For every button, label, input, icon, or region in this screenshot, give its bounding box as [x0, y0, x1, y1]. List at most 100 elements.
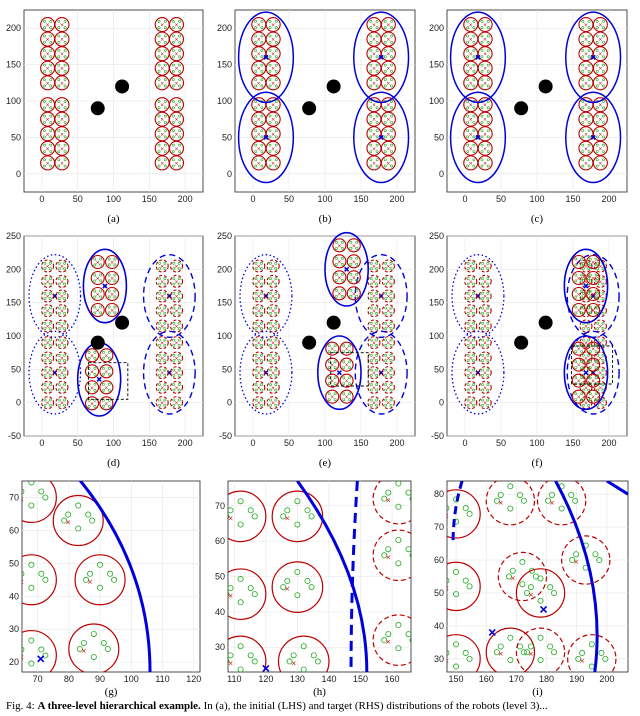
robot-marker [260, 311, 263, 315]
robot-marker [587, 114, 591, 118]
robot-marker [251, 658, 258, 665]
robot-marker [274, 100, 278, 103]
robot-group-circle [485, 627, 536, 672]
centroid-marker: × [90, 353, 94, 359]
robot-group-circle [367, 289, 381, 303]
cluster-ellipse [353, 91, 410, 184]
robot-group-circle [155, 289, 169, 303]
robot-group-circle [325, 373, 340, 388]
centroid-marker: × [271, 264, 275, 270]
robot-group-circle [477, 60, 493, 76]
robot-marker [587, 63, 591, 67]
robot-marker [601, 368, 605, 372]
robot-marker [177, 321, 181, 325]
robot-marker [580, 279, 584, 283]
centroid-marker: × [577, 363, 581, 369]
robot-marker [335, 294, 338, 298]
robot-marker [486, 338, 490, 342]
robot-group-circle [265, 111, 281, 127]
robot-marker [594, 257, 598, 261]
centroid-marker: × [160, 161, 164, 167]
centroid-marker: × [330, 379, 334, 385]
robot-marker [390, 150, 393, 153]
centroid-marker: × [483, 161, 487, 167]
robot-group-circle [271, 561, 324, 613]
robot-marker [178, 129, 182, 133]
centroid-marker: × [284, 585, 290, 593]
zoom-content: ××× ××× [22, 481, 152, 672]
robot-marker [269, 353, 272, 357]
robot-marker [602, 78, 605, 82]
centroid-marker: × [271, 37, 275, 43]
robot-group-circle [168, 155, 185, 171]
centroid-marker: × [386, 161, 390, 167]
robot-group-circle [52, 494, 104, 547]
robot-group-circle [252, 274, 266, 288]
panel-f: 0 50 100 150 200250200150100500-50××××××××××… [429, 231, 628, 469]
robot-marker [269, 327, 272, 331]
y-tick-label: 150 [6, 60, 21, 70]
robot-marker [486, 306, 490, 310]
robot-marker [171, 78, 175, 82]
robot-marker [274, 129, 278, 133]
robot-marker [390, 158, 393, 162]
robot-marker [43, 327, 47, 331]
robot-group-circle [155, 396, 169, 410]
centroid-marker: × [469, 324, 473, 330]
robot-marker [158, 267, 161, 271]
robot-marker [38, 570, 45, 577]
robot-marker [349, 262, 353, 266]
x-tick-label: 150 [353, 438, 368, 448]
robot-marker [384, 388, 388, 392]
cluster-ellipse [237, 11, 295, 104]
robot-marker [268, 135, 272, 139]
robot-marker [384, 267, 388, 271]
robot-group-circle [571, 254, 586, 270]
x-tick-label: 70 [33, 674, 43, 684]
centroid-marker: × [174, 371, 178, 377]
robot-marker [348, 350, 351, 353]
robot-marker [268, 164, 272, 168]
centroid-marker: × [598, 309, 602, 315]
robot-marker [163, 120, 167, 124]
robot-marker [580, 366, 584, 369]
centroid-marker: × [579, 657, 585, 665]
robot-marker [517, 491, 524, 498]
centroid-marker: × [372, 66, 376, 72]
x-tick-label: 200 [601, 194, 616, 204]
robot-marker [588, 398, 592, 401]
robot-marker [48, 327, 52, 331]
robot-marker [177, 338, 181, 342]
robot-marker [254, 398, 258, 402]
robot-marker [260, 277, 263, 281]
robot-marker [383, 158, 387, 162]
robot-marker [178, 20, 182, 23]
robot-marker [390, 164, 393, 168]
robot-marker [178, 164, 182, 168]
robot-marker [587, 40, 591, 44]
centroid-marker: × [60, 117, 64, 123]
robot-marker [384, 368, 388, 372]
robot-marker [102, 372, 105, 376]
robot-marker [480, 63, 484, 67]
cluster-centroid-marker [539, 605, 548, 613]
centroid-marker: × [372, 385, 376, 391]
robot-marker [486, 69, 490, 73]
robot-marker [527, 584, 534, 591]
robot-group-circle [380, 140, 396, 156]
robot-marker [472, 311, 475, 315]
x-tick-label: 160 [479, 674, 494, 684]
x-tick-label: 150 [449, 674, 464, 684]
centroid-marker: × [271, 52, 275, 58]
robot-marker [63, 84, 67, 88]
robot-group-circle [99, 380, 114, 395]
robot-marker [466, 55, 470, 59]
robot-marker [602, 63, 605, 67]
robot-marker [384, 306, 388, 310]
robot-marker [107, 399, 111, 402]
robot-marker [254, 26, 258, 30]
robot-marker [260, 306, 263, 310]
robot-group-circle [571, 373, 586, 388]
robot-marker [602, 655, 609, 662]
robot-marker [551, 649, 558, 656]
